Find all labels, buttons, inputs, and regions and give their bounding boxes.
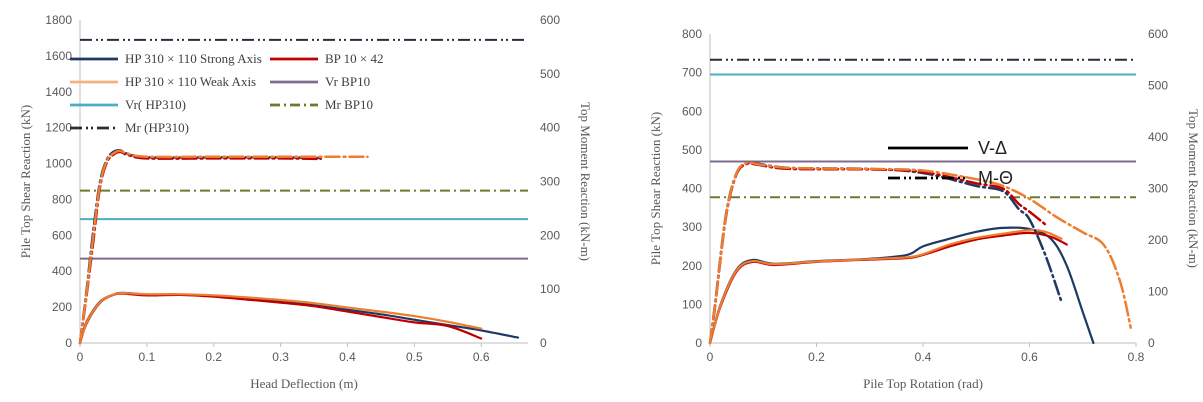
series-line [708,161,1132,345]
y2-axis-title: Top Moment Reaction (kN-m) [1186,109,1201,268]
series-line [78,149,369,345]
y-tick-label: 800 [52,192,72,206]
x-tick-label: 0.2 [205,350,222,364]
y2-tick-label: 100 [1148,285,1168,299]
y2-tick-label: 300 [540,175,560,189]
series-line [708,231,1068,345]
x-axis-title: Pile Top Rotation (rad) [863,376,983,391]
y-tick-label: 400 [682,182,702,196]
y-tick-label: 1800 [45,13,72,27]
x-tick-label: 0.3 [272,350,289,364]
x-tick-label: 0.6 [473,350,490,364]
y-axis-title: Pile Top Shear Reaction (kN) [648,112,663,265]
x-tick-label: 0.4 [915,350,932,364]
series-line [708,229,1063,345]
y-tick-label: 200 [682,259,702,273]
y2-tick-label: 200 [540,228,560,242]
series-line [708,226,1095,345]
y-tick-label: 1200 [45,121,72,135]
series-line [708,161,1047,345]
y-tick-label: 1400 [45,85,72,99]
y2-tick-label: 100 [540,282,560,296]
chart-panel-2: 0 0.2 0.4 0.6 0.8010020030040050060070080001… [648,27,1201,391]
y-tick-label: 0 [65,336,72,350]
x-tick-label: 0.2 [808,350,825,364]
x-axis-title: Head Deflection (m) [250,376,358,391]
legend-label: Mr (HP310) [125,120,189,135]
y2-tick-label: 300 [1148,182,1168,196]
series-line [78,148,322,345]
series-line [78,150,322,345]
legend-label: Vr( HP310) [125,97,186,112]
y2-tick-label: 500 [1148,79,1168,93]
series-line [78,291,520,345]
y-tick-label: 600 [52,228,72,242]
legend-label: BP 10 × 42 [325,51,384,66]
y2-tick-label: 400 [540,121,560,135]
y2-axis-title: Top Moment Reaction (kN-m) [578,102,593,261]
x-tick-label: 0.1 [139,350,156,364]
x-tick-label: 0 [77,350,84,364]
y-tick-label: 500 [682,143,702,157]
legend-label: V-Δ [978,138,1007,158]
legend-label: HP 310 × 110 Strong Axis [125,51,262,66]
y-tick-label: 200 [52,300,72,314]
x-tick-label: 0.6 [1021,350,1038,364]
chart-panel-1: 0 0.1 0.2 0.3 0.4 0.5 0.6020040060080010001200… [18,13,593,391]
y-tick-label: 300 [682,220,702,234]
x-tick-label: 0.5 [406,350,423,364]
y2-tick-label: 500 [540,67,560,81]
x-tick-label: 0 [707,350,714,364]
y2-tick-label: 400 [1148,130,1168,144]
y-tick-label: 400 [52,264,72,278]
y-tick-label: 0 [695,336,702,350]
y2-tick-label: 200 [1148,233,1168,247]
y-tick-label: 1600 [45,49,72,63]
x-tick-label: 0.8 [1128,350,1145,364]
legend-label: Vr BP10 [325,74,370,89]
series-line [78,292,483,345]
y2-tick-label: 0 [540,336,547,350]
legend-label: Mr BP10 [325,97,373,112]
y-tick-label: 600 [682,104,702,118]
y-tick-label: 700 [682,66,702,80]
x-tick-label: 0.4 [339,350,356,364]
y-tick-label: 1000 [45,157,72,171]
y-tick-label: 100 [682,297,702,311]
legend-label: HP 310 × 110 Weak Axis [125,74,256,89]
y2-tick-label: 600 [540,13,560,27]
y2-tick-label: 600 [1148,27,1168,41]
y2-tick-label: 0 [1148,336,1155,350]
legend-label: M-Θ [978,168,1013,188]
y-axis-title: Pile Top Shear Reaction (kN) [18,105,33,258]
y-tick-label: 800 [682,27,702,41]
